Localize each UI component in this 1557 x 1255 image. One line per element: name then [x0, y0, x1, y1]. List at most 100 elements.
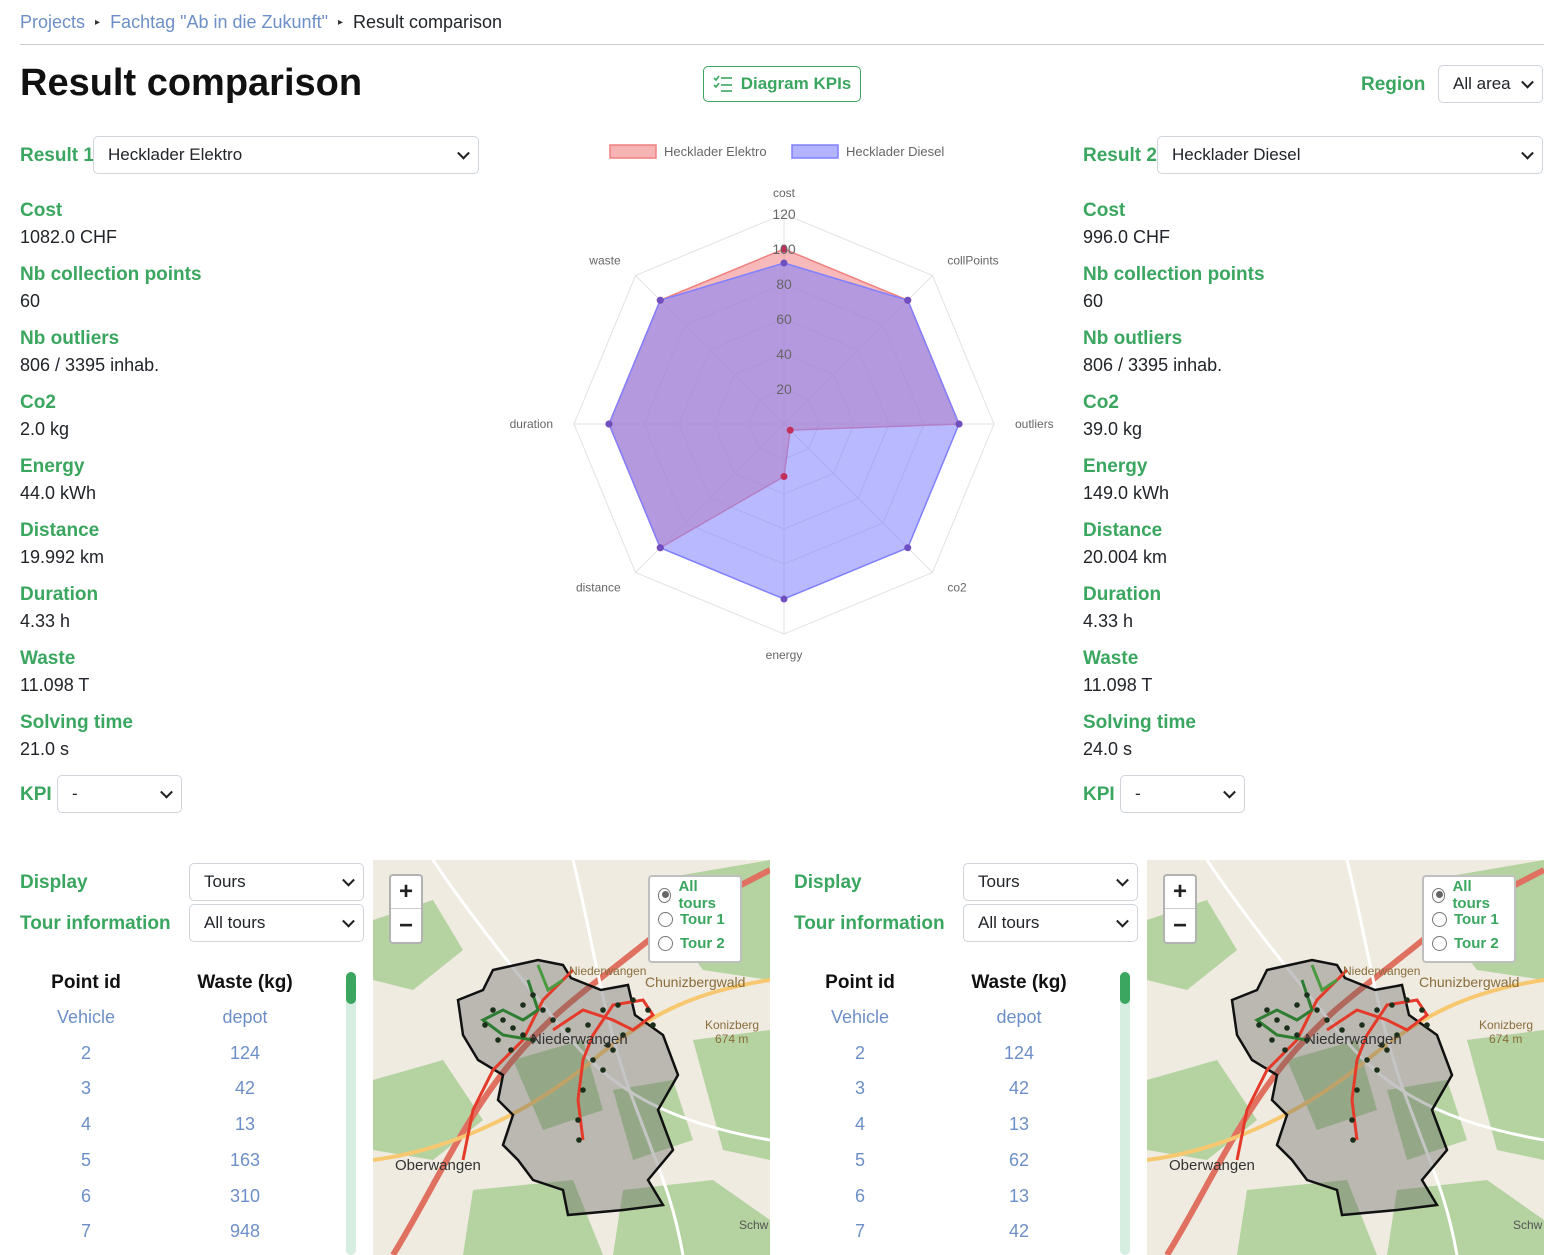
radar-point — [780, 245, 788, 253]
panel1-tour-info-select[interactable]: All tours — [189, 904, 364, 942]
map-forest-area — [1467, 1030, 1544, 1160]
metric-value: 149.0 kWh — [1083, 483, 1170, 503]
chevron-down-icon — [160, 785, 173, 799]
panel2-display-select[interactable]: Tours — [963, 863, 1138, 901]
map-road — [431, 860, 770, 1142]
metric-value: 39.0 kg — [1083, 419, 1143, 439]
radar-point — [780, 595, 788, 603]
result1-kpi-select[interactable]: - — [57, 775, 182, 813]
result1-metrics: Cost 1082.0 CHF Nb collection points 60 … — [20, 198, 320, 774]
metric-value: 806 / 3395 inhab. — [20, 355, 160, 375]
table-cell-waste: 124 — [229, 1042, 261, 1063]
zoom-in-button[interactable]: + — [391, 876, 421, 909]
metric-value: 60 — [20, 291, 41, 311]
radar-tick-label: 40 — [776, 346, 792, 362]
radar-axis-label: waste — [588, 254, 621, 268]
breadcrumb: Projects ▸ Fachtag "Ab in die Zukunft" ▸… — [20, 10, 502, 34]
map-tour-route — [1326, 998, 1430, 1141]
region-select[interactable]: All area — [1438, 65, 1543, 103]
map-collection-point — [565, 1027, 571, 1033]
tour-option-label: Tour 1 — [1454, 910, 1499, 928]
map-collection-point — [605, 1042, 611, 1048]
zoom-in-button[interactable]: + — [1165, 876, 1195, 909]
metric-name: Nb collection points — [1083, 264, 1265, 285]
metric-name: Duration — [1083, 584, 1162, 605]
radar-axis-label: collPoints — [947, 254, 998, 268]
tour-option-all[interactable]: All tours — [1432, 878, 1506, 912]
map-2-tour-selector: All tours Tour 1 Tour 2 — [1422, 875, 1516, 963]
metric-name: Co2 — [1083, 392, 1119, 413]
table-cell-point-id: 4 — [80, 1114, 91, 1135]
map-forest-area — [613, 1180, 770, 1255]
breadcrumb-project-link[interactable]: Fachtag "Ab in die Zukunft" — [110, 11, 328, 32]
radar-point — [780, 259, 788, 267]
map-collection-point — [1394, 1032, 1400, 1038]
radio-icon[interactable] — [1432, 935, 1447, 951]
map-collection-point — [600, 1067, 606, 1073]
tour-option-2[interactable]: Tour 2 — [1432, 931, 1506, 955]
zoom-out-button[interactable]: − — [1172, 911, 1187, 939]
table-cell-point-id[interactable]: Vehicle — [56, 1007, 116, 1027]
table-cell-point-id[interactable]: Vehicle — [830, 1007, 890, 1027]
legend-label: Hecklader Elektro — [664, 144, 767, 159]
tour-option-all[interactable]: All tours — [658, 878, 732, 912]
tour-option-2[interactable]: Tour 2 — [658, 931, 732, 955]
radar-point — [955, 420, 963, 428]
metric-name: Cost — [20, 200, 63, 221]
result2-select[interactable]: Hecklader Diesel — [1157, 136, 1543, 174]
panel1-scrollbar-thumb[interactable] — [346, 972, 356, 1004]
panel1-display-select[interactable]: Tours — [189, 863, 364, 901]
divider — [20, 44, 1544, 45]
panel2-tour-info-select[interactable]: All tours — [963, 904, 1138, 942]
table-cell-waste[interactable]: depot — [996, 1007, 1042, 1027]
tour-option-1[interactable]: Tour 1 — [1432, 907, 1506, 931]
region-select-value: All area — [1453, 74, 1511, 93]
map-1[interactable]: Oberwangen Niederwangen Chunizbergwald K… — [373, 860, 770, 1255]
panel2-scrollbar-thumb[interactable] — [1120, 972, 1130, 1004]
map-collection-point — [1269, 1037, 1275, 1043]
map-collection-point — [1419, 1007, 1425, 1013]
radio-icon[interactable] — [658, 911, 673, 927]
result1-select[interactable]: Hecklader Elektro — [93, 136, 479, 174]
panel1-col-point-id: Point id — [51, 972, 121, 993]
table-cell-point-id: 5 — [854, 1149, 865, 1170]
map-tour-route — [1310, 964, 1338, 993]
tour-option-1[interactable]: Tour 1 — [658, 907, 732, 931]
map-collection-point — [580, 1087, 586, 1093]
radio-icon[interactable] — [1432, 887, 1446, 903]
map-tour-route — [1254, 979, 1314, 1042]
radio-icon[interactable] — [658, 935, 673, 951]
diagram-kpis-button[interactable]: Diagram KPIs — [703, 66, 861, 102]
metric-name: Nb outliers — [20, 328, 120, 349]
table-cell-waste: 42 — [234, 1078, 256, 1099]
map-collection-point — [508, 1047, 514, 1053]
panel1-col-waste: Waste (kg) — [197, 972, 293, 993]
table-cell-waste[interactable]: depot — [222, 1007, 268, 1027]
zoom-out-button[interactable]: − — [398, 911, 413, 939]
map-collection-point — [650, 1022, 656, 1028]
result2-kpi-value: - — [1135, 784, 1141, 803]
map-2[interactable]: Oberwangen Niederwangen Chunizbergwald K… — [1147, 860, 1544, 1255]
map-collection-point — [610, 1047, 616, 1053]
map-collection-point — [1339, 1027, 1345, 1033]
radio-icon[interactable] — [658, 887, 672, 903]
table-cell-waste: 310 — [229, 1185, 261, 1206]
table-cell-point-id: 6 — [80, 1185, 91, 1206]
panel2-scrollbar[interactable] — [1120, 972, 1130, 1255]
tour-option-label: Tour 1 — [680, 910, 725, 928]
map-label-hill: Konizberg — [1479, 1018, 1534, 1032]
chevron-down-icon — [1521, 146, 1534, 160]
radar-point — [780, 473, 788, 480]
result2-kpi-select[interactable]: - — [1120, 775, 1245, 813]
radar-point — [656, 296, 664, 304]
breadcrumb-separator-icon: ▸ — [337, 16, 343, 28]
radio-icon[interactable] — [1432, 911, 1447, 927]
result1-select-value: Hecklader Elektro — [108, 145, 243, 164]
panel1-scrollbar[interactable] — [346, 972, 356, 1255]
table-cell-point-id: 7 — [854, 1221, 865, 1242]
map-collection-point — [1324, 1017, 1330, 1023]
breadcrumb-projects-link[interactable]: Projects — [20, 11, 86, 32]
map-collection-point — [550, 1017, 556, 1023]
result2-select-value: Hecklader Diesel — [1172, 145, 1301, 164]
map-collection-point — [1379, 1042, 1385, 1048]
